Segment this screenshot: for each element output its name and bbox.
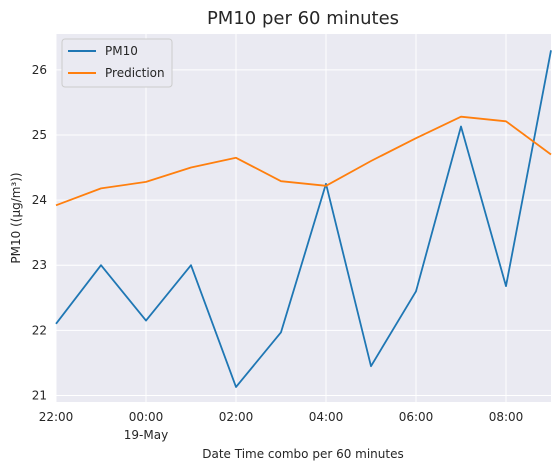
plot-background xyxy=(56,34,551,402)
legend: PM10 Prediction xyxy=(61,38,173,88)
legend-label-pm10: PM10 xyxy=(105,44,138,58)
y-tick-label: 26 xyxy=(32,63,47,77)
y-tick-label: 24 xyxy=(32,193,47,207)
series-line-pm10 xyxy=(55,50,552,388)
x-tick-label: 06:00 xyxy=(399,410,434,424)
series-line-prediction xyxy=(55,115,552,207)
x-tick-label: 00:00 xyxy=(129,410,164,424)
y-tick-label: 22 xyxy=(32,323,47,337)
x-tick-label: 08:00 xyxy=(489,410,524,424)
legend-label-prediction: Prediction xyxy=(105,66,165,80)
x-tick-label: 04:00 xyxy=(309,410,344,424)
series-layer xyxy=(55,50,552,388)
tick-layer: 21 22 23 24 25 26 22:00 00:00 19-May 02:00 04:00 06… xyxy=(32,63,524,442)
y-tick-label: 21 xyxy=(32,388,47,402)
x-axis-label: Date Time combo per 60 minutes xyxy=(202,447,404,461)
y-tick-label: 23 xyxy=(32,258,47,272)
x-tick-label: 02:00 xyxy=(219,410,254,424)
x-tick-label: 22:00 xyxy=(39,410,74,424)
y-axis-label: PM10 ((µg/m³)) xyxy=(9,172,23,263)
x-tick-sublabel: 19-May xyxy=(124,428,168,442)
y-tick-label: 25 xyxy=(32,128,47,142)
chart-title: PM10 per 60 minutes xyxy=(207,8,399,29)
